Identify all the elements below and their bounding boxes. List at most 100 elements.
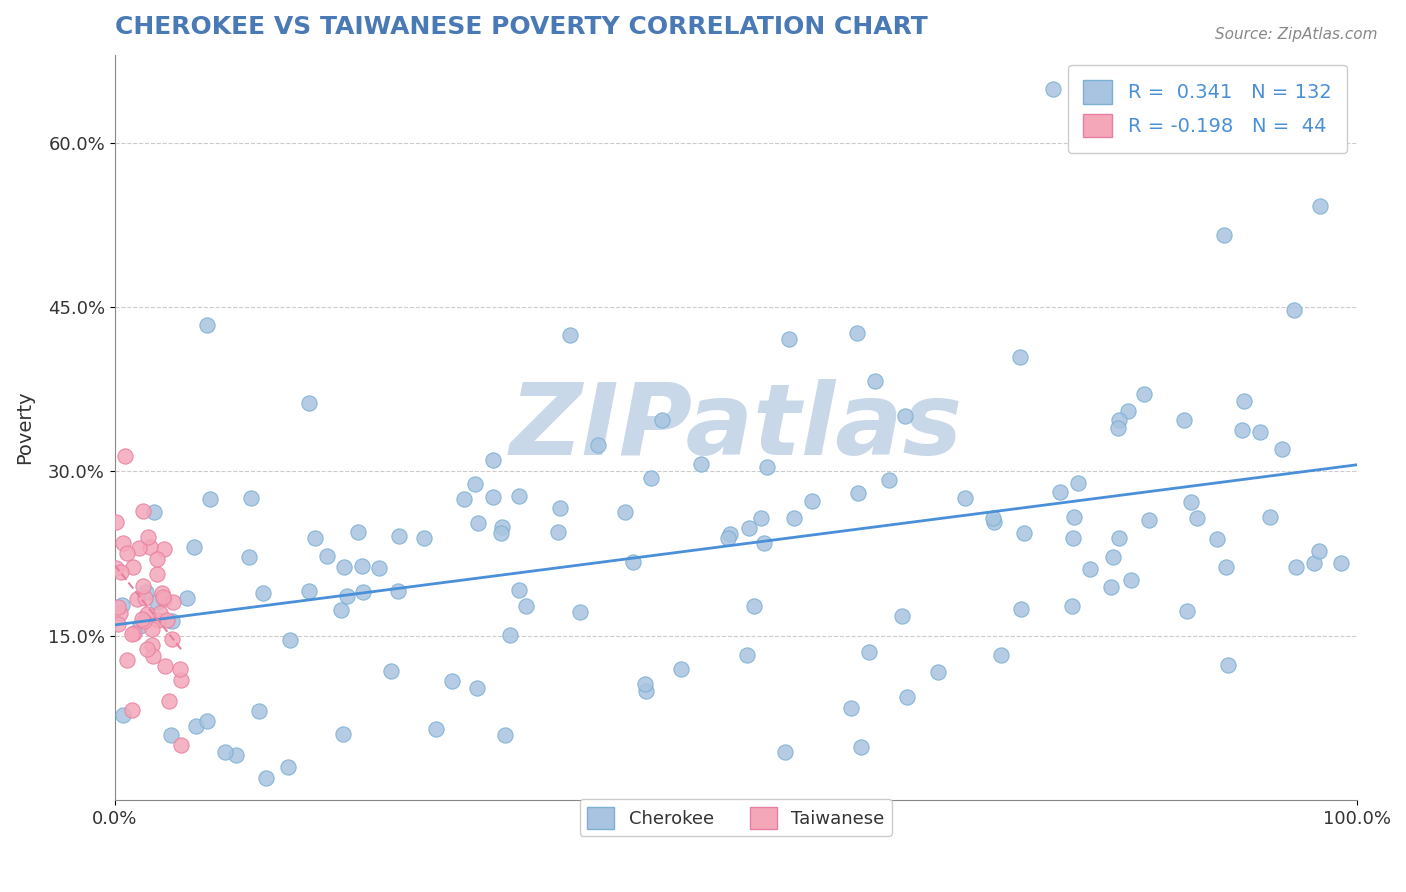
Point <box>1215 560 1237 574</box>
Point <box>129 619 152 633</box>
Point <box>387 584 409 599</box>
Point <box>134 615 156 629</box>
Point <box>640 471 662 485</box>
Point <box>801 494 824 508</box>
Point <box>755 460 778 475</box>
Point <box>247 704 270 718</box>
Point <box>839 701 862 715</box>
Point <box>464 476 486 491</box>
Y-axis label: Poverty: Poverty <box>15 391 34 465</box>
Point <box>896 690 918 704</box>
Point <box>508 489 530 503</box>
Point <box>153 541 176 556</box>
Point <box>195 714 218 728</box>
Point <box>1099 580 1122 594</box>
Point <box>738 521 761 535</box>
Point <box>1212 228 1234 243</box>
Point <box>1049 484 1071 499</box>
Point <box>613 505 636 519</box>
Point <box>1187 511 1209 525</box>
Point <box>981 511 1004 525</box>
Point <box>157 694 180 708</box>
Point <box>1330 556 1353 570</box>
Point <box>315 549 337 563</box>
Point <box>1010 350 1032 364</box>
Point <box>425 722 447 736</box>
Point <box>735 648 758 662</box>
Point <box>1062 599 1084 613</box>
Point <box>717 531 740 545</box>
Point <box>155 613 177 627</box>
Point <box>1216 658 1239 673</box>
Point <box>547 524 569 539</box>
Point <box>1102 549 1125 564</box>
Point <box>136 607 159 622</box>
Point <box>1303 556 1326 570</box>
Point <box>742 599 765 614</box>
Point <box>145 567 167 582</box>
Point <box>107 617 129 632</box>
Point <box>278 632 301 647</box>
Point <box>380 664 402 678</box>
Point <box>481 453 503 467</box>
Point <box>499 628 522 642</box>
Point <box>508 583 530 598</box>
Point <box>1010 601 1032 615</box>
Point <box>1230 423 1253 437</box>
Point <box>225 747 247 762</box>
Legend: Cherokee, Taiwanese: Cherokee, Taiwanese <box>579 799 891 836</box>
Point <box>863 375 886 389</box>
Point <box>1173 413 1195 427</box>
Text: CHEROKEE VS TAIWANESE POVERTY CORRELATION CHART: CHEROKEE VS TAIWANESE POVERTY CORRELATIO… <box>115 15 928 39</box>
Point <box>877 474 900 488</box>
Point <box>142 648 165 663</box>
Point <box>778 332 800 346</box>
Point <box>110 598 132 612</box>
Point <box>927 665 949 679</box>
Point <box>1233 393 1256 408</box>
Point <box>1066 475 1088 490</box>
Point <box>304 531 326 545</box>
Point <box>335 589 357 603</box>
Point <box>1271 442 1294 457</box>
Point <box>149 606 172 620</box>
Point <box>1108 413 1130 427</box>
Point <box>152 592 174 607</box>
Point <box>690 457 713 471</box>
Point <box>858 645 880 659</box>
Point <box>718 527 741 541</box>
Point <box>195 318 218 333</box>
Point <box>329 603 352 617</box>
Point <box>773 745 796 759</box>
Point <box>121 703 143 717</box>
Point <box>125 591 148 606</box>
Point <box>1175 604 1198 618</box>
Point <box>548 501 571 516</box>
Point <box>135 585 157 599</box>
Point <box>1063 510 1085 524</box>
Point <box>983 516 1005 530</box>
Point <box>160 632 183 646</box>
Point <box>1078 562 1101 576</box>
Point <box>169 673 191 688</box>
Point <box>297 584 319 599</box>
Point <box>621 555 644 569</box>
Point <box>890 609 912 624</box>
Point <box>114 449 136 463</box>
Point <box>146 594 169 608</box>
Point <box>851 740 873 755</box>
Point <box>569 605 592 619</box>
Point <box>141 622 163 636</box>
Point <box>332 727 354 741</box>
Point <box>160 728 183 742</box>
Point <box>482 490 505 504</box>
Point <box>1309 199 1331 213</box>
Point <box>1133 387 1156 401</box>
Point <box>783 511 806 525</box>
Point <box>848 486 870 500</box>
Point <box>169 662 191 676</box>
Point <box>162 595 184 609</box>
Point <box>494 728 516 742</box>
Point <box>1012 526 1035 541</box>
Point <box>953 491 976 506</box>
